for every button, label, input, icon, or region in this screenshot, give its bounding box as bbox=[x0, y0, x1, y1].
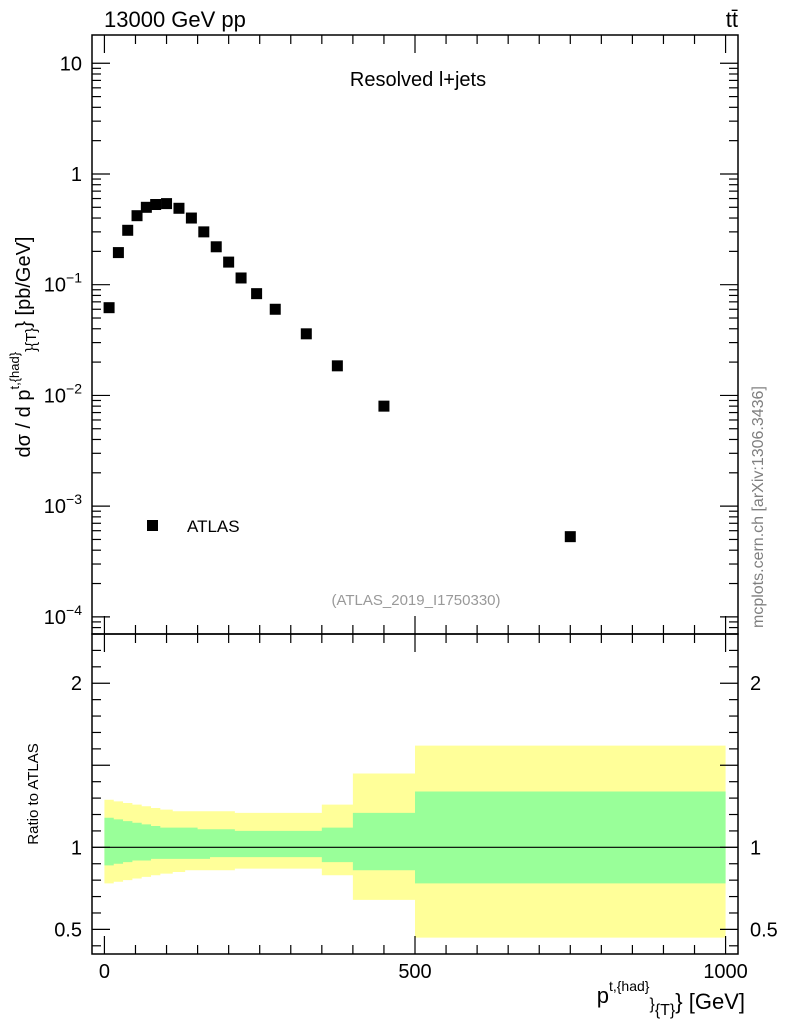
main-panel: 10−4 10−3 10−2 10−1 1 10 Resolved l+jets (ATL… bbox=[7, 34, 739, 635]
ratio-y-tick-label-right: 2 bbox=[750, 673, 761, 695]
data-point bbox=[185, 212, 197, 224]
data-point bbox=[331, 360, 343, 372]
ratio-y-tick-label: 0.5 bbox=[54, 919, 82, 941]
main-title: Resolved l+jets bbox=[350, 69, 486, 91]
energy-label: 13000 GeV pp bbox=[104, 7, 246, 32]
data-point bbox=[122, 224, 134, 236]
ratio-panel: 0.5 0.5 1 1 2 2 0 500 1000 Ratio to ATLAS pt,{h… bbox=[25, 633, 778, 1019]
legend-label-atlas: ATLAS bbox=[187, 517, 240, 536]
y-tick-label: 10−4 bbox=[44, 602, 82, 629]
x-tick-label: 1000 bbox=[703, 961, 748, 983]
ratio-y-tick-label: 2 bbox=[71, 673, 82, 695]
data-point bbox=[300, 328, 312, 340]
legend: ATLAS bbox=[147, 517, 240, 536]
y-tick-label: 10−3 bbox=[44, 491, 82, 518]
data-point bbox=[223, 256, 235, 268]
data-point bbox=[150, 199, 162, 211]
ratio-y-tick-label-right: 0.5 bbox=[750, 919, 778, 941]
main-frame bbox=[91, 34, 739, 635]
x-tick-label: 0 bbox=[99, 961, 110, 983]
data-point bbox=[112, 247, 124, 259]
data-point bbox=[103, 302, 115, 314]
data-point bbox=[140, 201, 152, 213]
ratio-y-axis-label: Ratio to ATLAS bbox=[25, 743, 42, 844]
data-point bbox=[564, 531, 576, 543]
data-point bbox=[198, 226, 210, 238]
ratio-y-axis: 0.5 0.5 1 1 2 2 bbox=[54, 649, 778, 947]
legend-marker-atlas bbox=[147, 520, 158, 531]
svg-text:pt,{had}}{T}} [GeV]: pt,{had}}{T}} [GeV] bbox=[597, 978, 745, 1019]
y-tick-label: 10 bbox=[60, 53, 82, 75]
data-point bbox=[161, 198, 173, 210]
data-point bbox=[235, 272, 247, 284]
x-tick-label: 500 bbox=[398, 961, 431, 983]
ratio-y-tick-label: 1 bbox=[71, 837, 82, 859]
side-label: mcplots.cern.ch [arXiv:1306.3436] bbox=[750, 386, 767, 628]
ratio-y-tick-label-right: 1 bbox=[750, 837, 761, 859]
analysis-label: (ATLAS_2019_I1750330) bbox=[331, 592, 500, 609]
main-y-axis-label: dσ / d pt,{had}}{T}} [pb/GeV] bbox=[7, 237, 40, 458]
ratio-x-axis: 0 500 1000 bbox=[99, 634, 748, 983]
main-x-axis bbox=[103, 35, 727, 634]
stat-uncertainty-band bbox=[104, 791, 726, 884]
y-tick-label: 10−2 bbox=[44, 380, 82, 407]
data-point bbox=[251, 288, 263, 300]
ratio-plot-content bbox=[92, 745, 738, 938]
data-point bbox=[173, 202, 185, 214]
svg-text:dσ / d pt,{had}}{T}} [pb/GeV]: dσ / d pt,{had}}{T}} [pb/GeV] bbox=[7, 237, 40, 458]
process-label: tt̄ bbox=[726, 7, 738, 32]
data-point bbox=[131, 210, 143, 222]
x-axis-label: pt,{had}}{T}} [GeV] bbox=[597, 978, 745, 1019]
data-point bbox=[210, 241, 222, 253]
main-plot-content bbox=[103, 198, 576, 543]
main-y-axis: 10−4 10−3 10−2 10−1 1 10 bbox=[44, 53, 738, 635]
data-point bbox=[269, 303, 281, 315]
y-tick-label: 10−1 bbox=[44, 270, 82, 297]
data-point bbox=[378, 400, 390, 412]
y-tick-label: 1 bbox=[71, 164, 82, 186]
